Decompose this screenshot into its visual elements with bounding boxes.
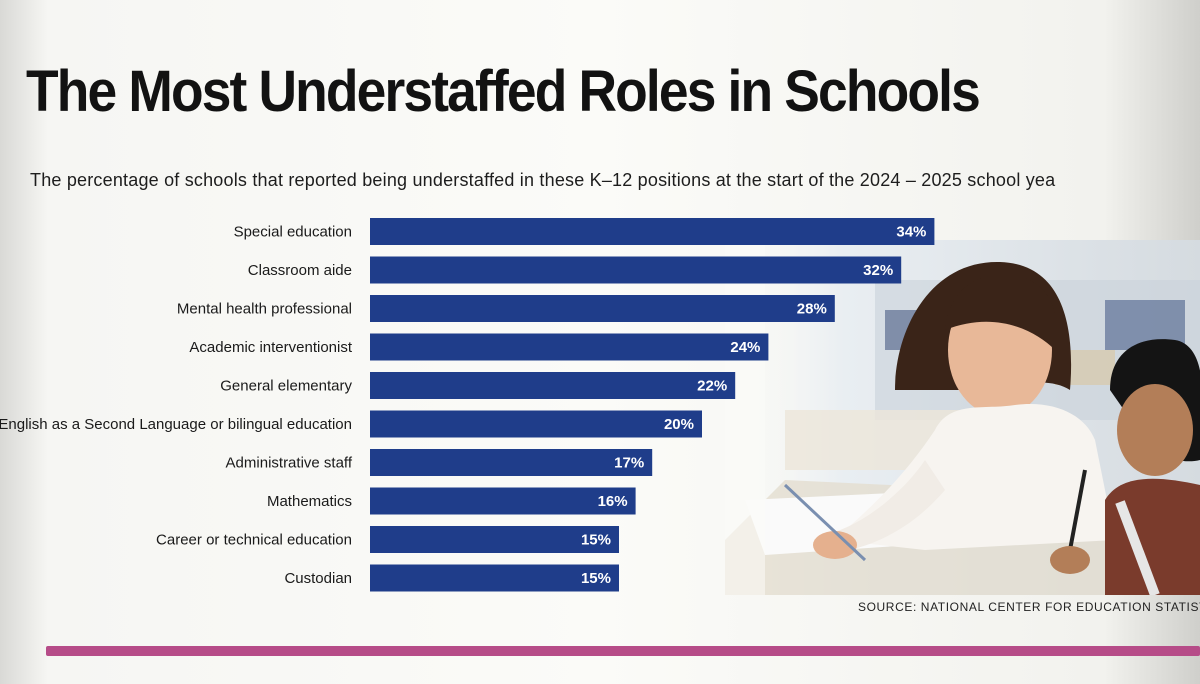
category-label: Administrative staff	[226, 455, 353, 472]
bar	[370, 487, 636, 515]
value-label: 16%	[598, 493, 628, 510]
source-note: SOURCE: NATIONAL CENTER FOR EDUCATION ST…	[858, 600, 1200, 614]
bar	[370, 564, 619, 592]
value-label: 15%	[581, 570, 611, 587]
bar	[370, 333, 769, 361]
category-label: Classroom aide	[248, 262, 352, 279]
value-label: 15%	[581, 532, 611, 549]
chart-title: The Most Understaffed Roles in Schools	[26, 59, 981, 124]
photo-illustration	[725, 240, 1200, 595]
bar	[370, 256, 902, 284]
bar	[370, 526, 619, 553]
value-label: 17%	[614, 455, 644, 472]
bar	[370, 410, 702, 438]
bar	[370, 295, 835, 322]
category-label: Academic interventionist	[189, 339, 352, 356]
value-label: 28%	[797, 301, 827, 318]
teacher-student-photo	[725, 240, 1200, 595]
category-label: Custodian	[284, 570, 352, 587]
category-label: Career or technical education	[156, 532, 352, 549]
category-label: Mental health professional	[177, 301, 352, 318]
bar	[370, 372, 736, 399]
value-label: 32%	[863, 262, 893, 279]
category-label: English as a Second Language or bilingua…	[0, 416, 352, 433]
category-label: Mathematics	[267, 493, 352, 510]
accent-rule	[46, 646, 1200, 656]
chart-subtitle: The percentage of schools that reported …	[30, 170, 1056, 190]
category-label: Special education	[234, 224, 352, 241]
value-label: 34%	[896, 224, 926, 241]
value-label: 20%	[664, 416, 694, 433]
category-label: General elementary	[220, 378, 352, 395]
bar	[370, 218, 935, 245]
value-label: 22%	[697, 378, 727, 395]
value-label: 24%	[730, 339, 760, 356]
bar	[370, 449, 653, 476]
